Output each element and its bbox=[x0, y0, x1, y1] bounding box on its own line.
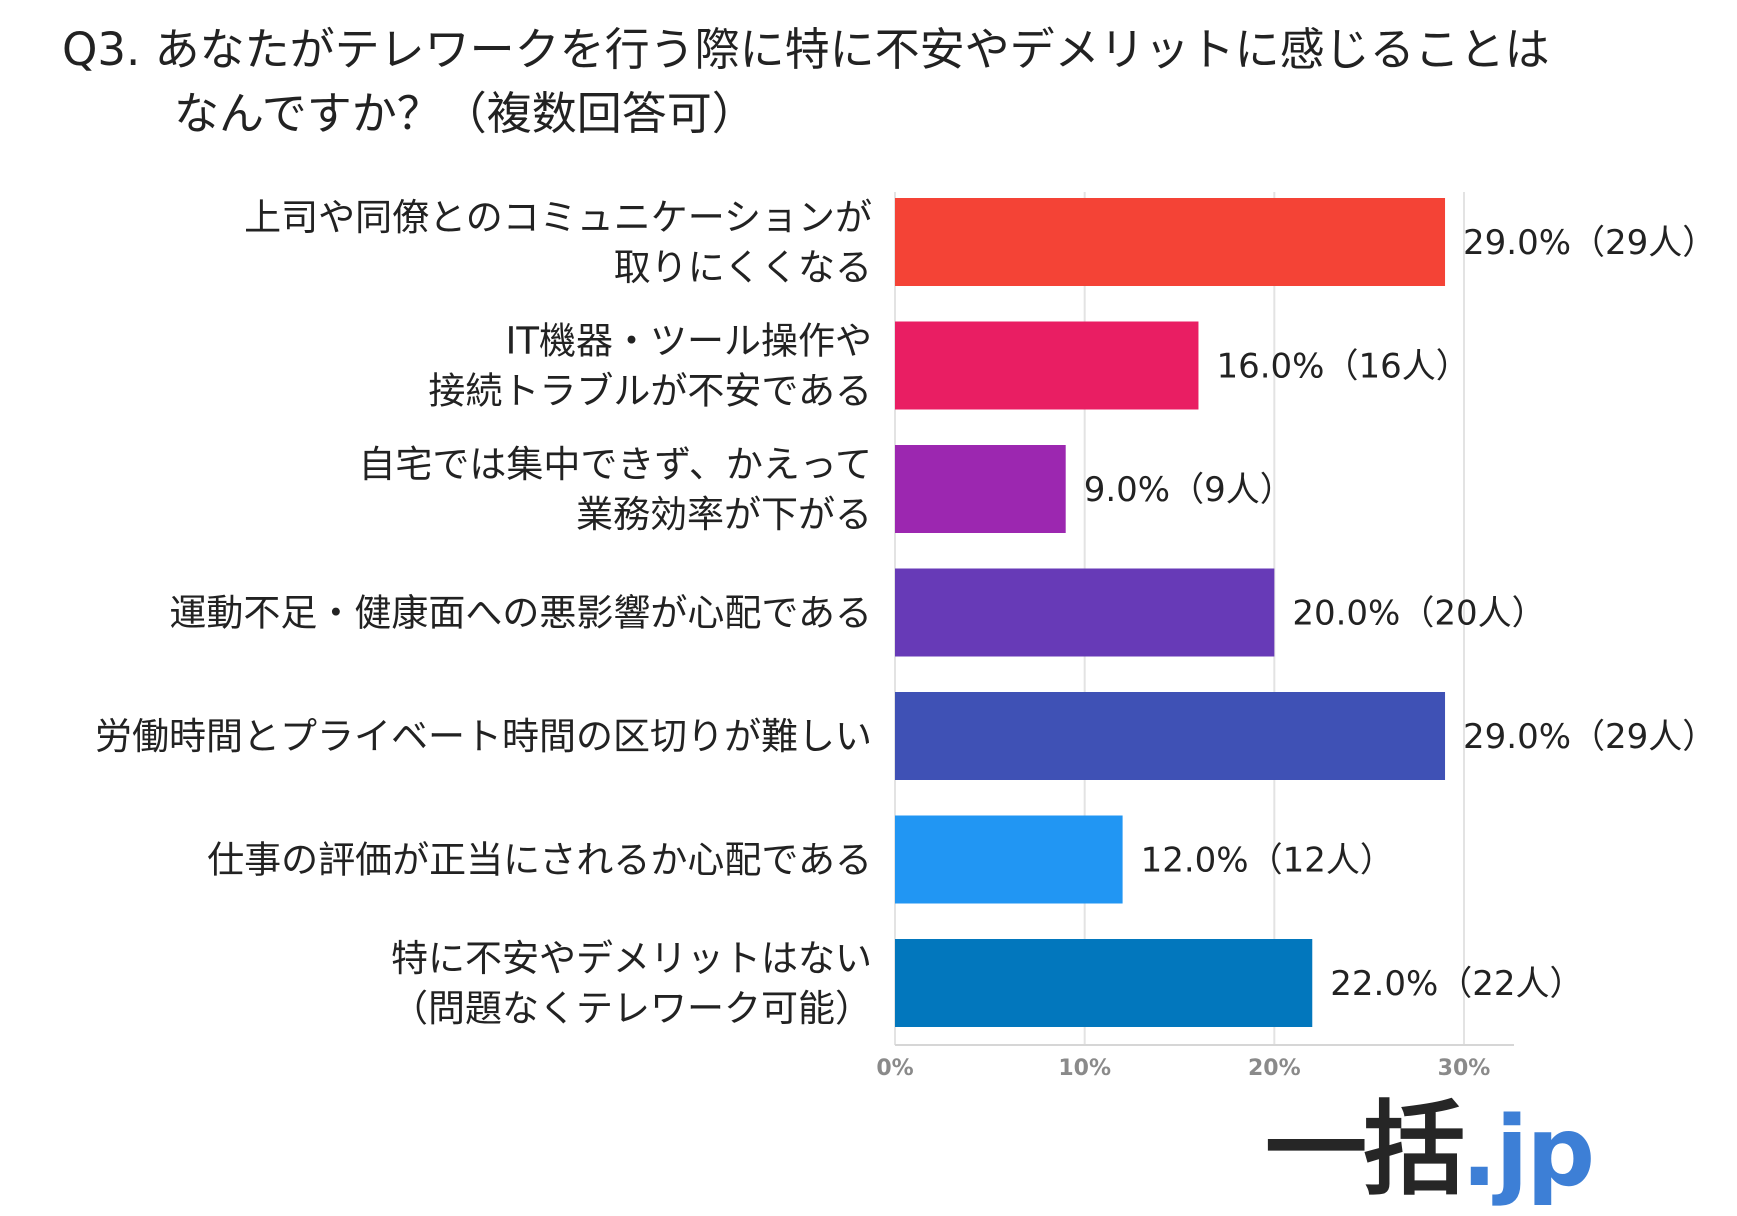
category-label: 特に不安やデメリットはない bbox=[391, 937, 872, 980]
bar-value-label: 9.0%（9人） bbox=[1084, 470, 1294, 510]
category-label: IT機器・ツール操作や bbox=[505, 320, 872, 363]
bar-value-label: 29.0%（29人） bbox=[1463, 717, 1716, 757]
category-label: 労働時間とプライベート時間の区切りが難しい bbox=[95, 715, 872, 758]
bar bbox=[895, 198, 1446, 286]
x-tick-label: 0% bbox=[876, 1056, 913, 1081]
brand-logo: 一括.jp bbox=[1265, 1100, 1595, 1202]
bar bbox=[895, 445, 1066, 533]
bar-value-label: 22.0%（22人） bbox=[1330, 964, 1583, 1004]
x-axis-ticks: 0% 10% 20% 30% bbox=[876, 1056, 1490, 1081]
category-label: 取りにくくなる bbox=[614, 246, 872, 289]
x-tick-label: 10% bbox=[1058, 1056, 1111, 1081]
chart-title: Q3. あなたがテレワークを行う際に特に不安やデメリットに感じることは なんです… bbox=[62, 18, 1702, 146]
category-label: 業務効率が下がる bbox=[576, 493, 872, 536]
x-tick-label: 20% bbox=[1248, 1056, 1301, 1081]
bars bbox=[895, 198, 1446, 1027]
bar bbox=[895, 815, 1123, 904]
bar bbox=[895, 321, 1199, 410]
category-label: （問題なくテレワーク可能） bbox=[391, 987, 872, 1030]
category-label: 仕事の評価が正当にされるか心配である bbox=[207, 839, 872, 882]
chart-title-line2: なんですか？（複数回答可） bbox=[174, 87, 757, 140]
bar bbox=[895, 939, 1313, 1027]
logo-suffix: .jp bbox=[1461, 1096, 1595, 1208]
bar-value-label: 29.0%（29人） bbox=[1463, 223, 1716, 263]
category-label: 運動不足・健康面への悪影響が心配である bbox=[169, 592, 872, 635]
category-label: 接続トラブルが不安である bbox=[428, 370, 872, 413]
category-label: 上司や同僚とのコミュニケーションが bbox=[244, 196, 872, 239]
bar bbox=[895, 692, 1446, 780]
bar-value-label: 12.0%（12人） bbox=[1141, 841, 1394, 881]
x-tick-label: 30% bbox=[1438, 1056, 1491, 1081]
bar-value-label: 20.0%（20人） bbox=[1292, 594, 1545, 634]
bar bbox=[895, 568, 1275, 657]
value-labels: 29.0%（29人） 16.0%（16人） 9.0%（9人） 20.0%（20人） 29… bbox=[1084, 223, 1717, 1004]
chart-title-line1: Q3. あなたがテレワークを行う際に特に不安やデメリットに感じることは bbox=[62, 23, 1550, 76]
bar-value-label: 16.0%（16人） bbox=[1216, 347, 1469, 387]
logo-main: 一括 bbox=[1265, 1091, 1465, 1210]
category-label: 自宅では集中できず、かえって bbox=[358, 443, 872, 486]
